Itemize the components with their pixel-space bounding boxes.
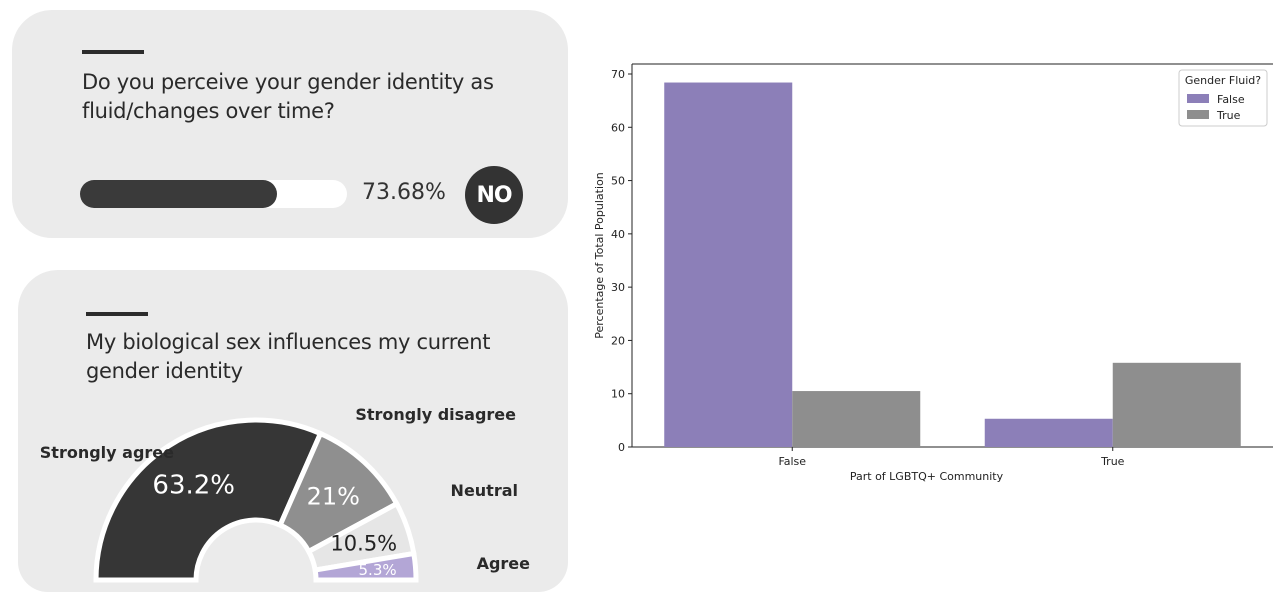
- survey-card-fluidity: Do you perceive your gender identity as …: [12, 10, 568, 238]
- donut-slice-agree: [312, 550, 419, 583]
- legend-label: False: [1217, 93, 1245, 106]
- donut-category-label: Strongly disagree: [355, 405, 516, 424]
- legend-swatch: [1187, 94, 1209, 103]
- bar-false-true: [984, 418, 1113, 447]
- legend: Gender Fluid? False True: [1178, 69, 1268, 127]
- y-tick-label: 70: [611, 68, 625, 81]
- legend-label: True: [1216, 109, 1241, 122]
- progress-fill: [80, 180, 277, 208]
- half-donut-chart: 63.2% 21% 10.5% 5.3% Strongly agree Strongly …: [40, 405, 531, 583]
- question-text: My biological sex influences my current …: [86, 330, 491, 383]
- donut-value-label: 63.2%: [152, 471, 235, 501]
- bar-false-false: [664, 82, 793, 448]
- y-tick-label: 50: [611, 175, 625, 188]
- donut-value-label: 5.3%: [359, 561, 397, 579]
- x-axis-title: Part of LGBTQ+ Community: [850, 470, 1004, 483]
- y-tick-label: 30: [611, 281, 625, 294]
- bar-chart: 0 10 20 30 40 50 60 70 False True Part of LGBTQ+ C…: [593, 63, 1273, 483]
- donut-slice-strongly-agree: [93, 417, 324, 583]
- donut-value-label: 21%: [307, 483, 360, 511]
- card-accent-rule: [86, 312, 148, 316]
- card-accent-rule: [82, 50, 144, 54]
- survey-card-biological-sex: My biological sex influences my current …: [18, 270, 568, 592]
- legend-swatch: [1187, 110, 1209, 119]
- legend-title: Gender Fluid?: [1185, 74, 1261, 87]
- y-tick-label: 20: [611, 334, 625, 347]
- y-tick-label: 10: [611, 388, 625, 401]
- question-text: Do you perceive your gender identity as …: [82, 70, 494, 123]
- y-tick-label: 40: [611, 228, 625, 241]
- progress-bar: [80, 180, 347, 208]
- donut-category-label: Neutral: [451, 481, 518, 500]
- donut-category-label: Strongly agree: [40, 443, 174, 462]
- bar-true-true: [1112, 362, 1241, 447]
- answer-badge: NO: [465, 166, 523, 224]
- donut-category-label: Agree: [477, 554, 531, 573]
- donut-value-label: 10.5%: [330, 531, 397, 555]
- bar-true-false: [792, 391, 921, 447]
- y-axis-title: Percentage of Total Population: [593, 172, 606, 338]
- progress-percentage: 73.68%: [362, 180, 446, 205]
- y-tick-label: 0: [618, 441, 625, 454]
- x-tick-label: False: [778, 455, 806, 468]
- x-tick-label: True: [1100, 455, 1125, 468]
- y-tick-label: 60: [611, 121, 625, 134]
